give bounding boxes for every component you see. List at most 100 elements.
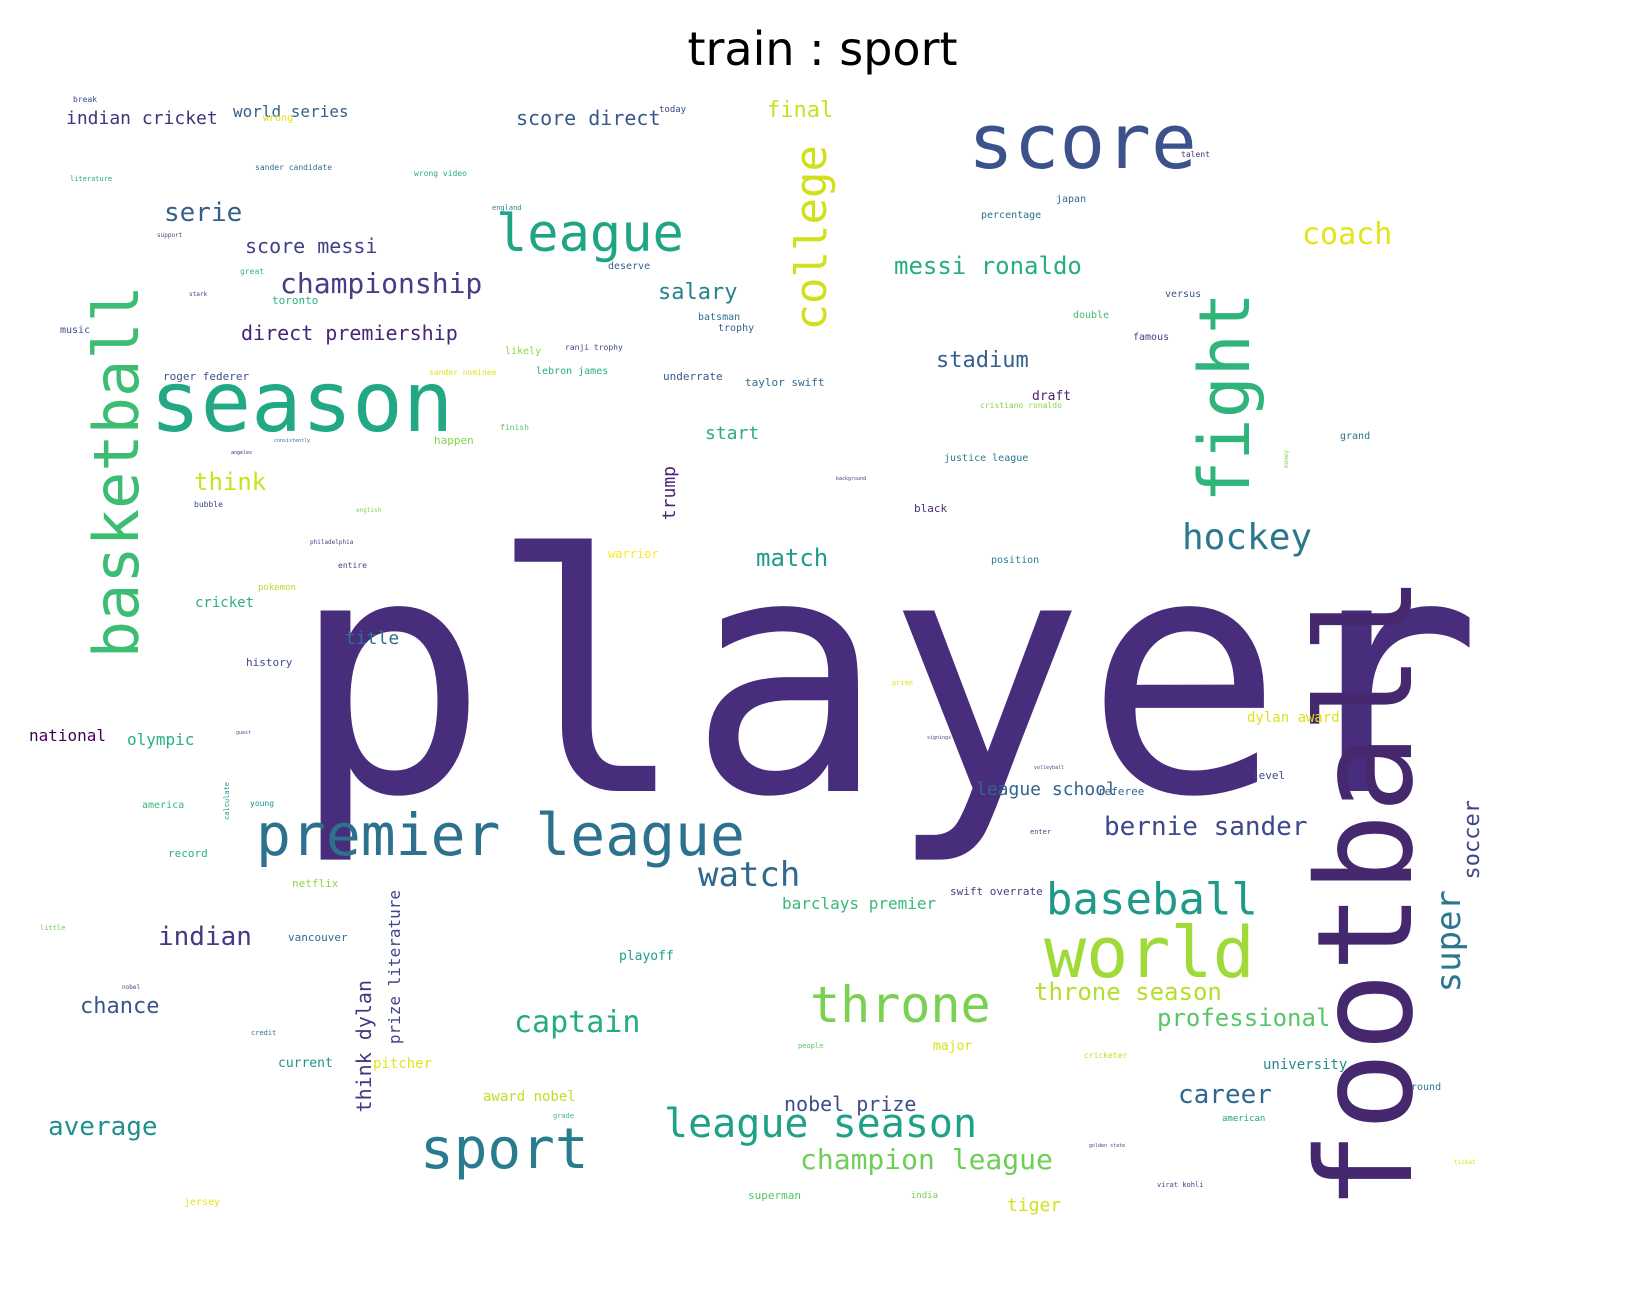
word-championship: championship bbox=[280, 267, 483, 300]
word-dylan-award: dylan award bbox=[1247, 710, 1340, 726]
word-match: match bbox=[756, 544, 829, 572]
word-grade: grade bbox=[553, 1112, 575, 1120]
word-toronto: toronto bbox=[272, 294, 319, 307]
word-warrior: warrior bbox=[608, 547, 659, 561]
word-versus: versus bbox=[1165, 289, 1202, 300]
word-justice-league: justice league bbox=[944, 453, 1029, 464]
word-major: major bbox=[933, 1039, 973, 1054]
word-sander-nominee: sander nominee bbox=[429, 368, 497, 377]
word-fight: fight bbox=[1184, 292, 1266, 503]
word-netflix: netflix bbox=[292, 877, 339, 890]
word-level: level bbox=[1252, 769, 1286, 782]
word-angeles: angeles bbox=[231, 450, 253, 456]
word-playoff: playoff bbox=[619, 949, 674, 964]
word-signings: signings bbox=[927, 735, 952, 741]
word-america: america bbox=[142, 800, 185, 811]
word-history: history bbox=[246, 656, 293, 669]
word-little: little bbox=[40, 924, 66, 932]
word-literature: literature bbox=[70, 175, 113, 183]
word-superman: superman bbox=[748, 1189, 801, 1202]
word-cristiano-ronaldo: cristiano ronaldo bbox=[980, 401, 1062, 410]
word-entire: entire bbox=[338, 561, 367, 570]
word-draft: draft bbox=[1032, 389, 1072, 404]
word-world: world bbox=[1044, 912, 1255, 994]
word-messi-ronaldo: messi ronaldo bbox=[894, 252, 1082, 280]
word-finish: finish bbox=[500, 423, 529, 432]
word-basketball: basketball bbox=[80, 285, 153, 659]
word-player: player bbox=[290, 485, 1483, 869]
word-great: great bbox=[240, 267, 265, 276]
chart-title: train : sport bbox=[687, 22, 958, 76]
word-coach: coach bbox=[1302, 217, 1393, 252]
word-swift-overrate: swift overrate bbox=[950, 885, 1043, 898]
word-enter: enter bbox=[1030, 828, 1052, 836]
word-nobel-prize: nobel prize bbox=[784, 1092, 917, 1116]
word-current: current bbox=[278, 1056, 333, 1071]
word-pitcher: pitcher bbox=[373, 1056, 433, 1072]
word-record: record bbox=[168, 847, 208, 860]
word-double: double bbox=[1073, 310, 1110, 321]
word-cricketer: cricketer bbox=[1084, 1051, 1128, 1060]
word-nobel: nobel bbox=[122, 984, 141, 991]
word-hockey: hockey bbox=[1182, 517, 1313, 558]
word-bubble: bubble bbox=[194, 500, 223, 509]
word-wrong-video: wrong video bbox=[414, 169, 467, 178]
word-round: round bbox=[1411, 1082, 1442, 1093]
word-taylor-swift: taylor swift bbox=[745, 376, 825, 389]
word-consistently: consistently bbox=[274, 438, 311, 444]
word-likely: likely bbox=[505, 346, 542, 357]
word-baseball: baseball bbox=[1046, 874, 1258, 925]
word-talent: talent bbox=[1181, 150, 1210, 159]
word-deserve: deserve bbox=[608, 261, 651, 272]
word-league-season: league season bbox=[664, 1101, 978, 1147]
word-batsman: batsman bbox=[698, 312, 741, 323]
word-grand: grand bbox=[1340, 431, 1371, 442]
word-happen: happen bbox=[434, 434, 474, 447]
word-virat-kohli: virat kohli bbox=[1157, 1181, 1204, 1189]
word-prize-literature: prize literature bbox=[385, 890, 404, 1045]
word-season: season bbox=[150, 353, 454, 451]
word-throne-season: throne season bbox=[1034, 978, 1222, 1006]
word-national: national bbox=[29, 726, 107, 745]
word-indian-cricket: indian cricket bbox=[66, 108, 218, 129]
word-stark: stark bbox=[189, 291, 208, 298]
word-average: average bbox=[48, 1112, 158, 1142]
word-score: score bbox=[968, 97, 1197, 186]
word-tiger: tiger bbox=[1007, 1195, 1062, 1216]
word-underrate: underrate bbox=[663, 370, 723, 383]
word-indian: indian bbox=[158, 922, 252, 952]
word-think: think bbox=[194, 468, 267, 496]
word-throne: throne bbox=[810, 976, 991, 1034]
word-lebron-james: lebron james bbox=[536, 366, 609, 377]
word-final: final bbox=[767, 98, 834, 123]
word-cricket: cricket bbox=[195, 595, 255, 611]
word-college: college bbox=[786, 145, 837, 331]
word-japan: japan bbox=[1056, 194, 1087, 205]
word-young: young bbox=[250, 799, 275, 808]
word-jersey: jersey bbox=[184, 1197, 221, 1208]
word-english: english bbox=[356, 507, 382, 514]
word-credit: credit bbox=[251, 1029, 277, 1037]
word-sander-candidate: sander candidate bbox=[255, 163, 333, 172]
word-roger-federer: roger federer bbox=[163, 370, 250, 383]
word-bernie-sander: bernie sander bbox=[1104, 812, 1308, 842]
word-percentage: percentage bbox=[981, 210, 1042, 221]
word-world-series: world series bbox=[233, 102, 349, 121]
word-vancouver: vancouver bbox=[288, 931, 348, 944]
word-captain: captain bbox=[514, 1005, 641, 1040]
word-break: break bbox=[73, 95, 98, 104]
word-referee: referee bbox=[1098, 785, 1145, 798]
word-music: music bbox=[60, 325, 91, 336]
word-award-nobel: award nobel bbox=[483, 1089, 576, 1105]
word-university: university bbox=[1263, 1057, 1348, 1073]
word-super: super bbox=[1429, 890, 1469, 993]
word-champion-league: champion league bbox=[800, 1143, 1053, 1176]
word-india: india bbox=[911, 1191, 939, 1201]
word-guest: guest bbox=[236, 730, 252, 736]
word-chance: chance bbox=[80, 994, 160, 1019]
word-wrong: wrong bbox=[263, 113, 294, 124]
word-title: title bbox=[345, 628, 400, 649]
word-premier-league: premier league bbox=[256, 801, 745, 869]
word-golden-state: golden state bbox=[1089, 1143, 1126, 1149]
word-stadium: stadium bbox=[936, 348, 1029, 373]
